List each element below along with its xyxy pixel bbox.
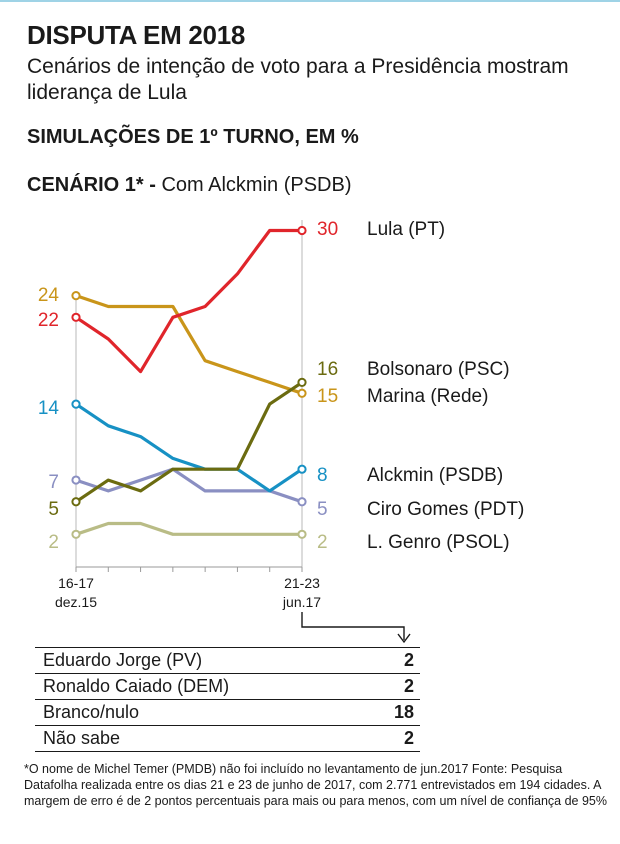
footnote: *O nome de Michel Temer (PMDB) não foi i… <box>24 762 607 808</box>
table-row-label: Ronaldo Caiado (DEM) <box>43 676 230 696</box>
series-name-label: Alckmin (PSDB) <box>367 465 503 486</box>
series-end-point <box>297 497 307 507</box>
table-row-label: Branco/nulo <box>43 702 140 722</box>
series-line <box>74 228 304 374</box>
series-start-point <box>71 497 81 507</box>
series-end-label: 30 <box>317 219 338 240</box>
series-name-label: Ciro Gomes (PDT) <box>367 499 524 520</box>
series-start-label: 14 <box>38 398 60 419</box>
series-line <box>74 380 304 504</box>
series-end-label: 8 <box>317 465 328 486</box>
chart-title: DISPUTA EM 2018 <box>27 20 246 50</box>
x-tick-label: 16-17 <box>58 575 94 591</box>
table-row: Ronaldo Caiado (DEM) 2 <box>35 674 420 700</box>
series-start-label: 24 <box>38 285 60 306</box>
scenario-label: CENÁRIO 1* - Com Alckmin (PSDB) <box>27 174 352 197</box>
section-label: SIMULAÇÕES DE 1º TURNO, EM % <box>27 126 359 148</box>
series-start-point <box>71 399 81 409</box>
series-start-point <box>71 312 81 322</box>
table-pointer-line <box>301 612 405 640</box>
x-tick-label: 21-23 <box>284 575 320 591</box>
scenario-label-rest: Com Alckmin (PSDB) <box>161 174 352 196</box>
series-start-label: 2 <box>48 532 59 553</box>
series-name-label: Lula (PT) <box>367 219 445 240</box>
series-start-label: 22 <box>38 310 59 331</box>
series-end-label: 15 <box>317 386 338 407</box>
table-row: Não sabe 2 <box>35 726 420 752</box>
series-line <box>74 402 304 493</box>
series-end-point <box>297 225 307 236</box>
series-end-point <box>297 388 307 398</box>
table-row-value: 2 <box>403 650 414 670</box>
x-tick-label: dez.15 <box>55 594 97 610</box>
table-row: Eduardo Jorge (PV) 2 <box>35 647 420 674</box>
table-row-value: 2 <box>403 728 414 748</box>
series-end-point <box>297 464 307 474</box>
series-name-label: Marina (Rede) <box>367 386 488 407</box>
series-end-label: 2 <box>317 532 328 553</box>
series-line <box>74 521 304 536</box>
table-row: Branco/nulo 18 <box>35 700 420 726</box>
table-row-value: 2 <box>403 676 414 696</box>
series-end-point <box>297 529 307 539</box>
series-end-point <box>297 377 307 387</box>
scenario-label-bold: CENÁRIO 1* - <box>27 174 156 196</box>
series-line <box>74 294 304 395</box>
table-row-label: Eduardo Jorge (PV) <box>43 650 203 670</box>
top-rule <box>0 0 620 2</box>
series-start-label: 5 <box>48 499 59 520</box>
series-start-label: 7 <box>48 472 59 493</box>
other-candidates-table: Eduardo Jorge (PV) 2 Ronaldo Caiado (DEM… <box>35 647 420 752</box>
chart-subtitle: Cenários de intenção de voto para a Pres… <box>27 55 569 104</box>
series-line <box>74 467 304 504</box>
table-row-value: 18 <box>393 702 414 722</box>
series-start-point <box>71 291 81 301</box>
series-end-label: 16 <box>317 359 338 380</box>
series-name-label: Bolsonaro (PSC) <box>367 359 510 380</box>
series-end-label: 5 <box>317 499 328 520</box>
table-row-label: Não sabe <box>43 728 121 748</box>
table-pointer-arrowhead <box>397 633 411 644</box>
series-start-point <box>71 529 81 539</box>
x-tick-label: jun.17 <box>282 594 321 610</box>
series-name-label: L. Genro (PSOL) <box>367 532 510 553</box>
series-start-point <box>71 475 81 485</box>
